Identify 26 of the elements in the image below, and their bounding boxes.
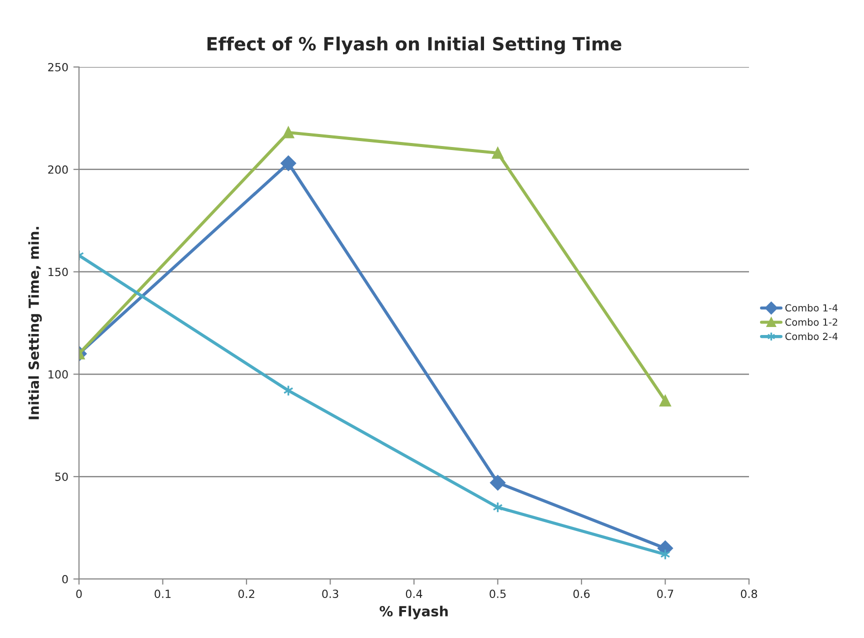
x-tick-label: 0 [76,590,82,598]
point [660,395,671,407]
x-tick-label: 0.4 [406,590,422,598]
x-tick-label: 0.3 [322,590,338,598]
x-tick-label: 0.1 [154,590,171,598]
x-tick-label: 0.7 [657,590,674,598]
x-tick-label: 0.8 [740,590,758,598]
y-tick-label: 150 [48,268,68,276]
x-axis-title: % Flyash [380,606,448,620]
y-axis-title: Initial Setting Time, min. [28,226,42,420]
y-tick-label: 250 [48,62,68,72]
legend-label: Combo 1-2 [785,318,838,326]
legend-label: Combo 1-4 [785,304,838,312]
chart-title: Effect of % Flyash on Initial Setting Time [208,36,622,54]
x-tick-label: 0.2 [238,590,254,598]
point [492,147,504,159]
point [282,126,294,138]
point [280,156,296,171]
point [490,475,506,490]
y-tick-label: 50 [55,472,68,481]
x-tick-label: 0.6 [573,590,590,598]
legend-label: Combo 2-4 [785,332,838,340]
y-tick-label: 100 [48,370,68,379]
y-tick-label: 200 [48,165,68,174]
x-tick-label: 0.5 [490,590,506,598]
y-tick-label: 0 [62,574,68,584]
